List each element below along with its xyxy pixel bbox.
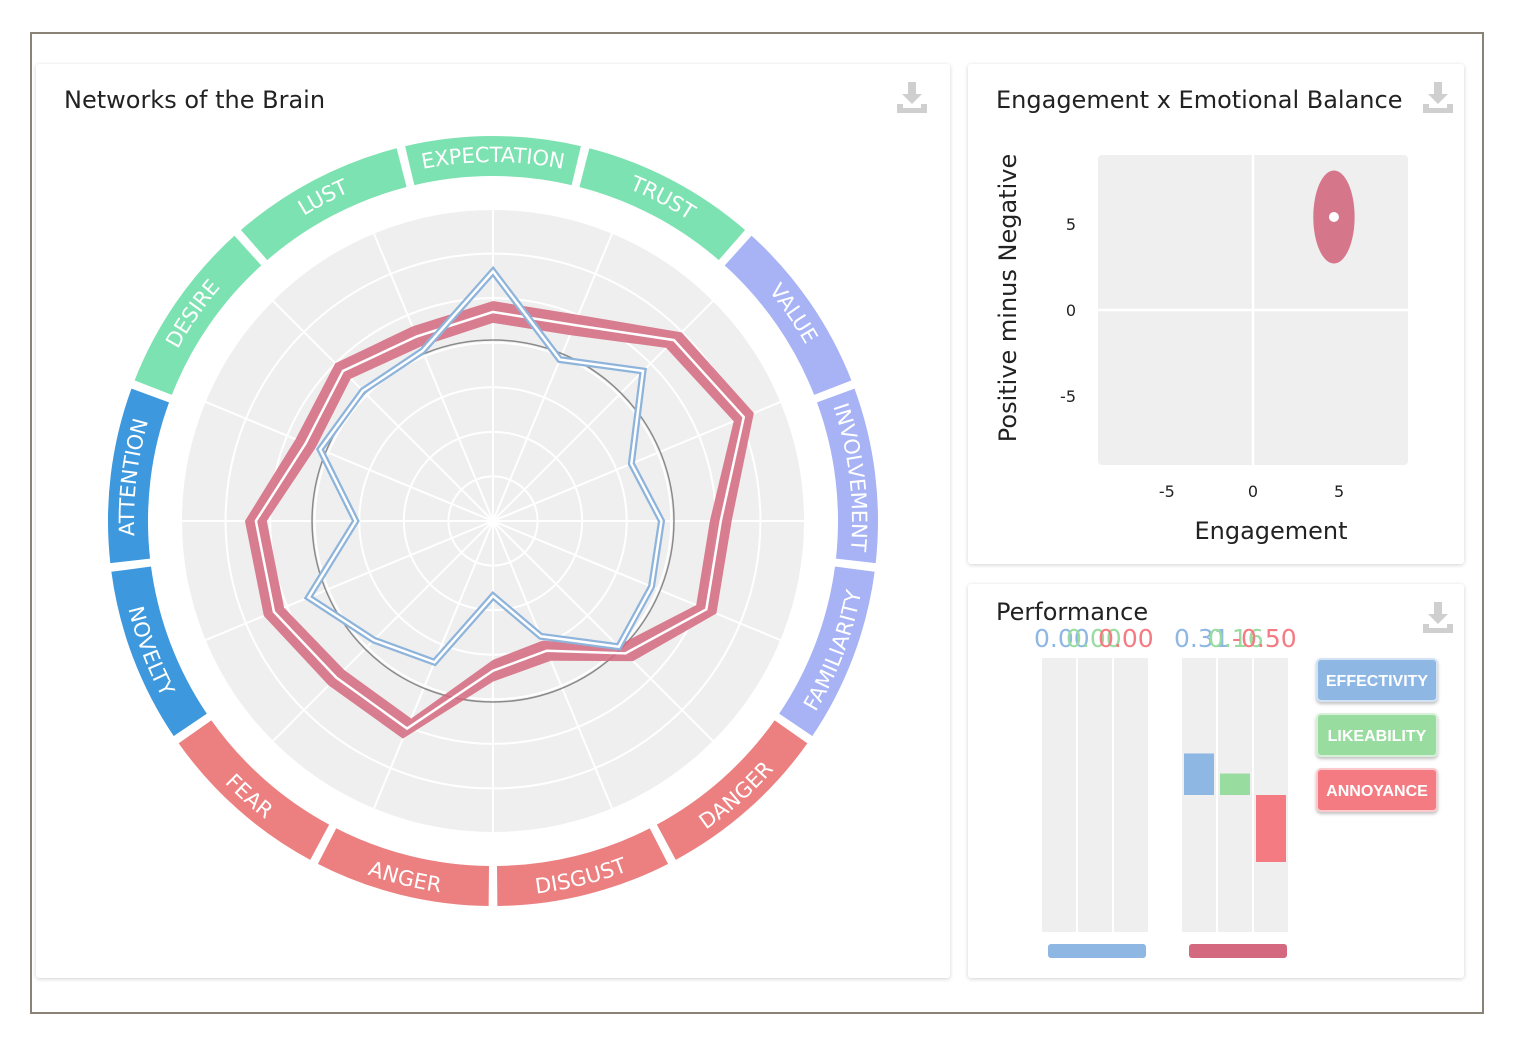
radar-spoke <box>372 232 494 522</box>
scatter-chart: -5 0 5 5 0 -5 Engagement Positive minus Negativ… <box>994 154 1408 545</box>
radar-segment-lust <box>238 145 409 263</box>
radar-segment-attention <box>106 385 172 566</box>
perf-value-g2-annoyance: -0.50 <box>1232 624 1297 653</box>
performance-group-indicator-1 <box>1048 944 1146 958</box>
legend-effectivity-button[interactable]: EFFECTIVITY <box>1316 658 1438 702</box>
performance-title: Performance <box>996 598 1149 626</box>
legend-annoyance-button[interactable]: ANNOYANCE <box>1316 768 1438 812</box>
scatter-x-tick: -5 <box>1159 482 1175 501</box>
radar-spoke <box>492 520 715 743</box>
download-icon[interactable] <box>894 80 930 116</box>
brain-networks-title: Networks of the Brain <box>64 86 326 114</box>
scatter-y-tick: 5 <box>1066 215 1076 234</box>
radar-segment-expectation <box>402 134 584 188</box>
performance-bar-likeability <box>1220 773 1250 795</box>
legend-likeability-button[interactable]: LIKEABILITY <box>1316 713 1438 757</box>
radar-segment-fear <box>175 717 332 863</box>
perf-value-g1-effectivity: 0.00 <box>1034 624 1090 653</box>
radar-spoke <box>492 520 614 810</box>
perf-value-g1-annoyance: 0.00 <box>1098 624 1154 653</box>
performance-bar-effectivity <box>1184 753 1214 795</box>
radar-segment-value <box>721 232 855 398</box>
performance-group-indicator-2 <box>1189 944 1287 958</box>
radar-segment-disgust <box>494 825 671 908</box>
radar-series-red-line <box>254 310 746 731</box>
radar-segment-trust <box>577 145 748 263</box>
performance-bar-chart <box>1042 658 1288 958</box>
performance-column-bg <box>1042 658 1076 932</box>
scatter-x-tick: 5 <box>1334 482 1344 501</box>
scatter-point <box>1328 212 1339 222</box>
radar-segment-novelty <box>109 564 210 739</box>
radar-segment-familiarity <box>776 564 877 739</box>
radar-spoke <box>492 520 782 642</box>
radar-spoke <box>204 400 494 522</box>
radar-spoke <box>271 299 494 522</box>
download-icon[interactable] <box>1420 80 1456 116</box>
radar-chart: EXPECTATIONTRUSTVALUEINVOLVEMENTFAMILIAR… <box>106 134 880 908</box>
radar-spoke <box>271 520 494 743</box>
scatter-x-tick: 0 <box>1248 482 1258 501</box>
radar-segment-anger <box>315 825 492 908</box>
radar-reference-ring <box>311 339 675 703</box>
scatter-y-label: Positive minus Negative <box>994 154 1022 442</box>
performance-bar-annoyance <box>1256 795 1286 862</box>
radar-spoke <box>492 400 782 522</box>
performance-column-bg <box>1114 658 1148 932</box>
perf-value-g1-likeability: 0.00 <box>1066 624 1122 653</box>
scatter-y-tick: 0 <box>1066 301 1076 320</box>
radar-spoke <box>492 232 614 522</box>
perf-value-g2-effectivity: 0.31 <box>1174 624 1230 653</box>
download-icon[interactable] <box>1420 600 1456 636</box>
radar-segment-desire <box>131 232 265 398</box>
radar-segment-danger <box>654 717 811 863</box>
perf-value-g2-likeability: 0.16 <box>1208 624 1264 653</box>
scatter-y-tick: -5 <box>1060 387 1076 406</box>
scatter-x-label: Engagement <box>1194 517 1347 545</box>
performance-column-bg <box>1078 658 1112 932</box>
radar-segment-involvement <box>814 385 880 566</box>
engagement-title: Engagement x Emotional Balance <box>996 86 1403 114</box>
radar-spoke <box>204 520 494 642</box>
radar-series-blue-line <box>306 269 663 664</box>
